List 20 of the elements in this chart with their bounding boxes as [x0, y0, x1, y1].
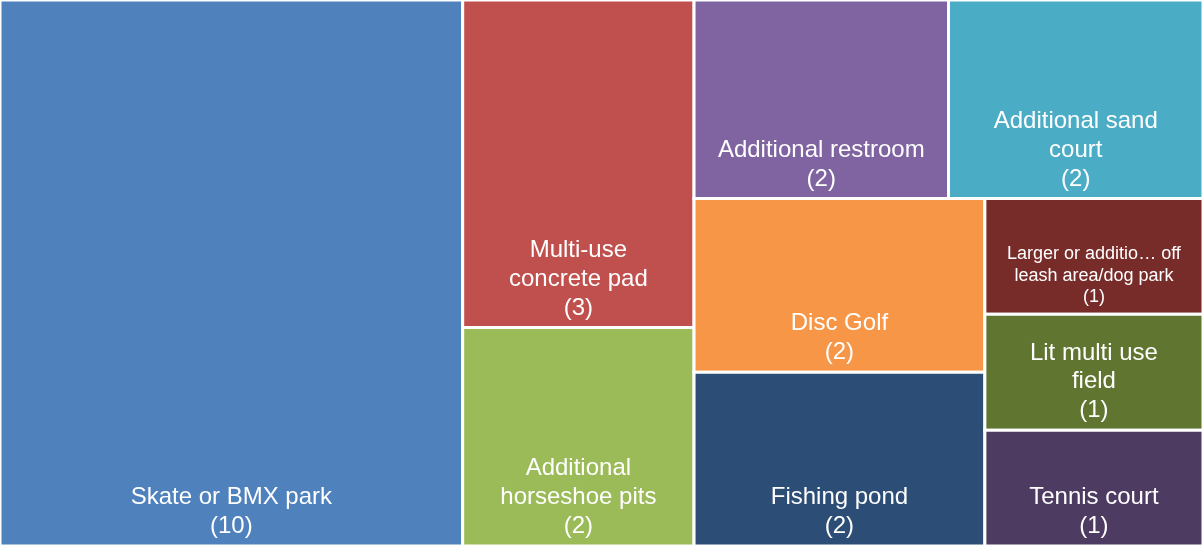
- category-label: Fishing pond: [770, 482, 909, 510]
- category-label: Skate or BMX park: [130, 482, 334, 510]
- data-label: (2): [806, 163, 836, 191]
- category-label: Tennis court: [1029, 482, 1159, 510]
- data-label: (10): [210, 511, 253, 538]
- category-label: Lit multi use field: [1029, 337, 1158, 394]
- category-label: Additional horseshoe pits: [500, 453, 657, 510]
- data-label: (3): [563, 292, 594, 320]
- data-label: (2): [563, 511, 594, 538]
- category-label: Larger or additio… off leash area/dog park: [1007, 243, 1182, 285]
- data-label: (1): [1079, 511, 1109, 538]
- data-label: (1): [1079, 395, 1109, 423]
- data-label: (2): [1061, 163, 1091, 191]
- data-label: (2): [824, 337, 855, 365]
- category-label: Additional restroom: [717, 134, 925, 162]
- data-label: (2): [824, 511, 855, 538]
- category-label: Disc Golf: [790, 308, 889, 336]
- category-label: Multi-use concrete pad: [508, 235, 648, 291]
- data-label: (1): [1082, 286, 1105, 307]
- category-label: Additional sand court: [993, 105, 1158, 162]
